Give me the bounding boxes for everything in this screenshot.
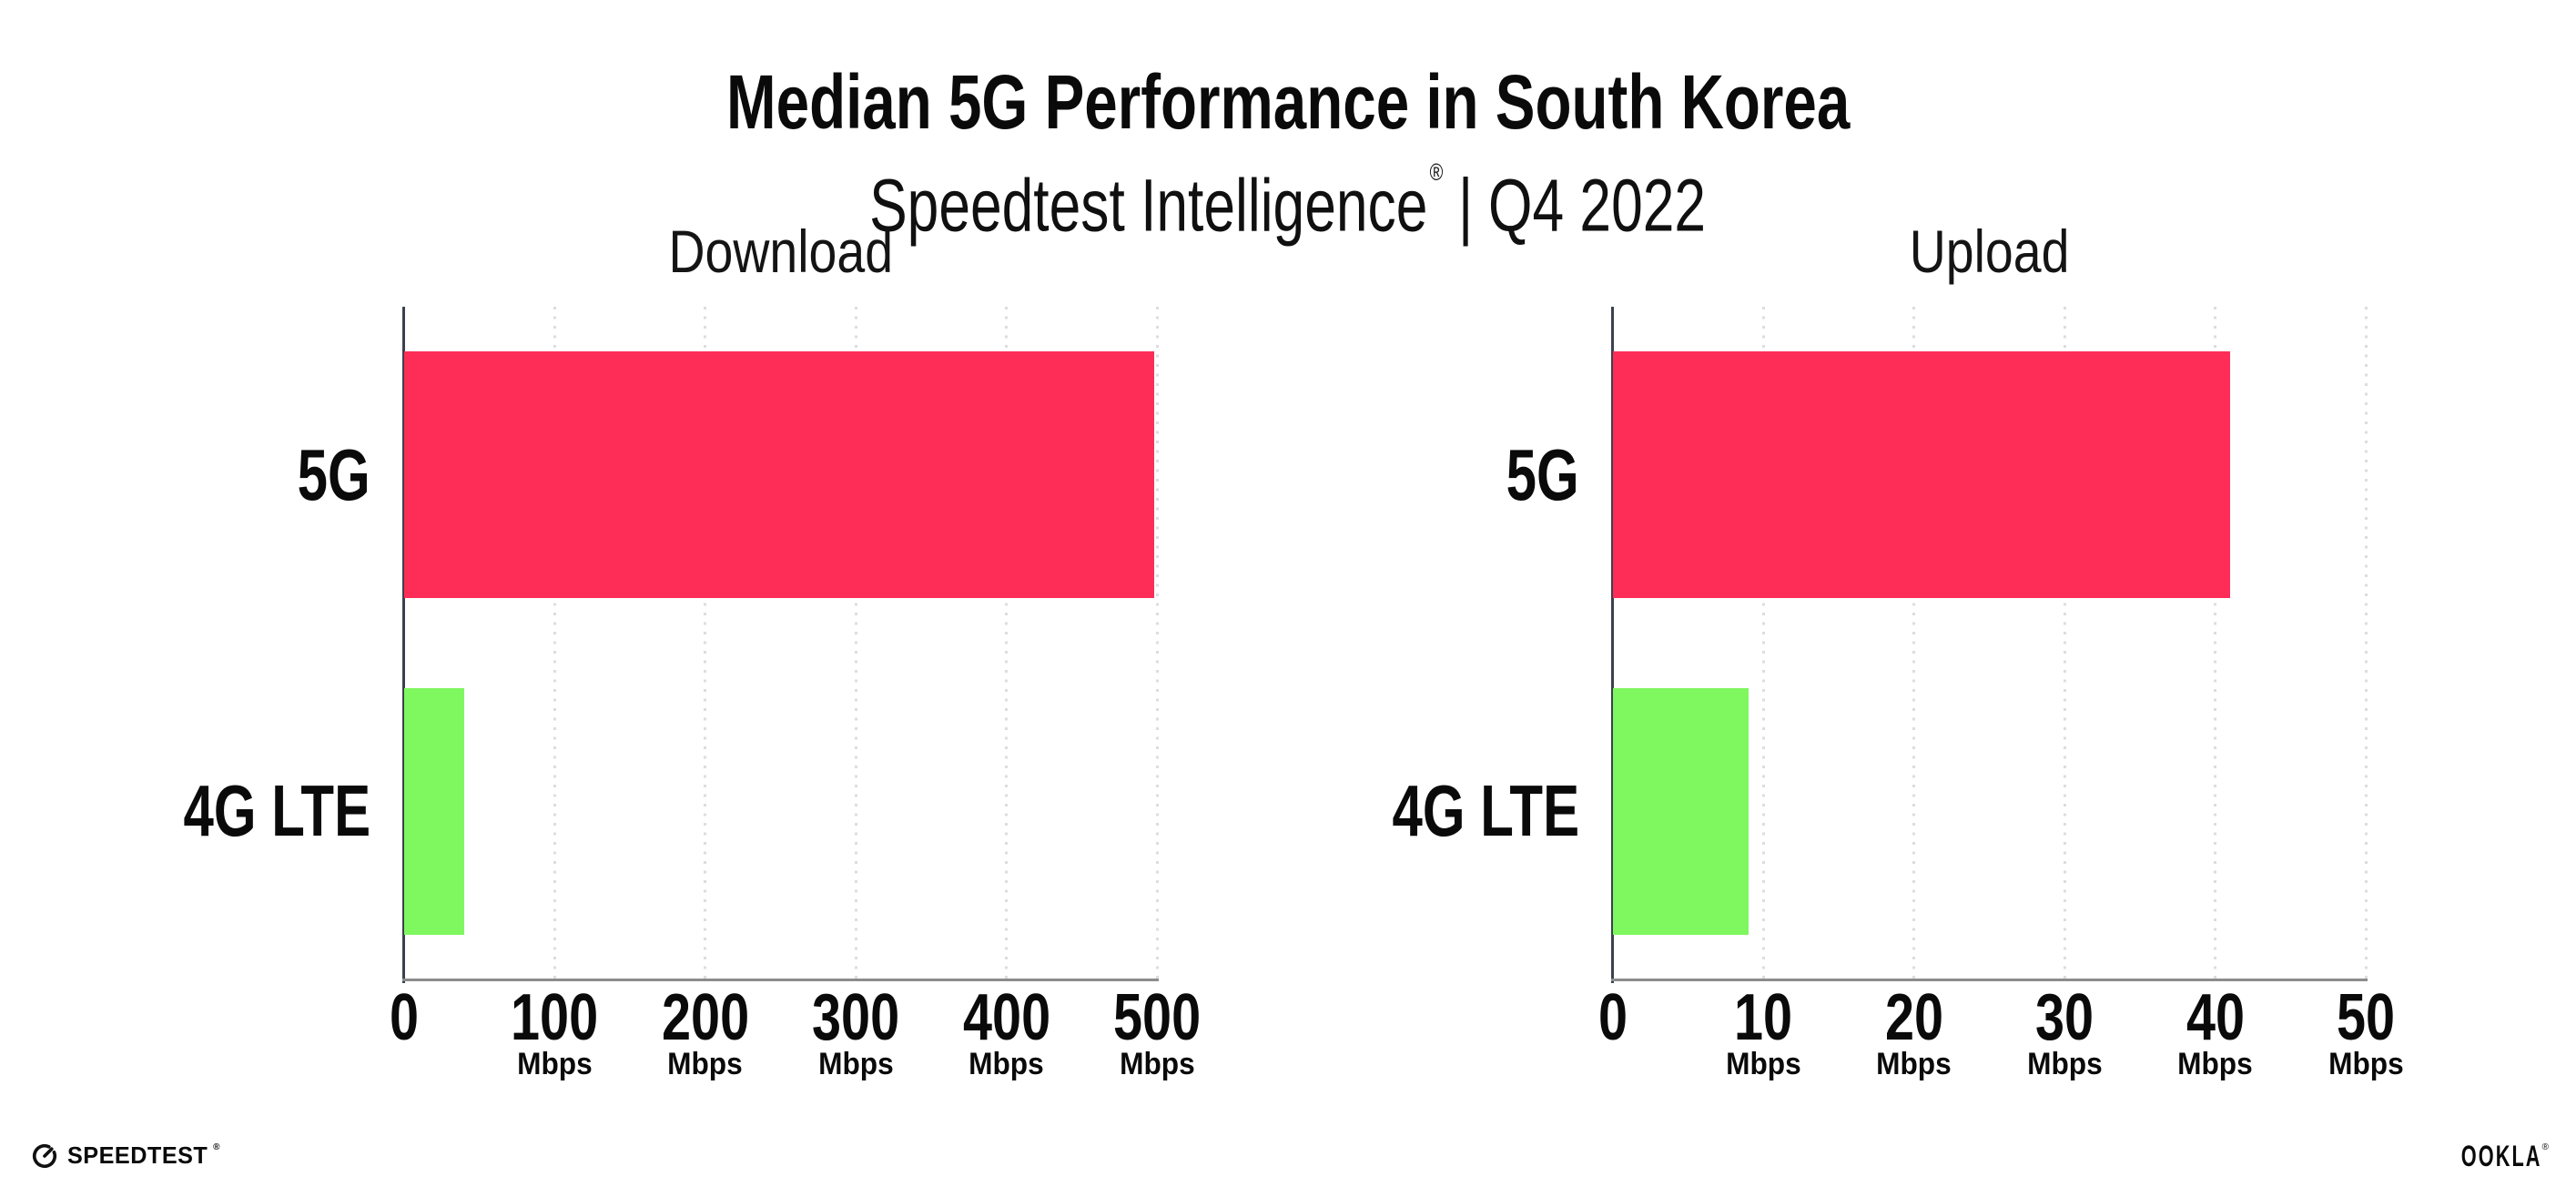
gridline-200: [704, 307, 707, 979]
gridline-300: [854, 307, 857, 979]
x-tick-unit-10-text: Mbps: [1726, 1047, 1801, 1081]
x-tick-label-40: 40: [2125, 983, 2307, 1052]
ookla-logo: OOKLA®: [2423, 1140, 2549, 1173]
x-tick-label-10-text: 10: [1734, 981, 1793, 1054]
x-tick-label-0-text: 0: [389, 981, 420, 1054]
gridline-40: [2214, 307, 2217, 979]
x-tick-unit-300: Mbps: [765, 1047, 947, 1081]
gridline-50: [2364, 307, 2368, 979]
x-tick-label-400-text: 400: [962, 981, 1050, 1054]
x-tick-label-50: 50: [2275, 983, 2457, 1052]
page-subtitle: Speedtest Intelligence® | Q4 2022: [0, 155, 2576, 248]
category-label-4g-lte: 4G LTE: [0, 773, 370, 849]
x-tick-unit-100-text: Mbps: [517, 1047, 593, 1081]
x-tick-unit-200: Mbps: [614, 1047, 796, 1081]
x-tick-unit-40-text: Mbps: [2177, 1047, 2253, 1081]
y-axis-line: [1611, 307, 1614, 983]
x-tick-unit-30: Mbps: [1973, 1047, 2155, 1081]
x-axis-line: [1611, 979, 2368, 981]
gridline-30: [2063, 307, 2066, 979]
speedtest-gauge-icon: [32, 1143, 57, 1168]
x-tick-label-0: 0: [1522, 983, 1704, 1052]
ookla-registered-icon: ®: [2541, 1141, 2549, 1152]
x-axis-line: [402, 979, 1159, 981]
x-tick-label-100-text: 100: [511, 981, 599, 1054]
page-title: Median 5G Performance in South Korea: [0, 60, 2576, 144]
x-tick-label-50-text: 50: [2336, 981, 2396, 1054]
x-tick-label-300: 300: [765, 983, 947, 1052]
gridline-20: [1912, 307, 1916, 979]
x-tick-unit-50: Mbps: [2275, 1047, 2457, 1081]
bar-5g: [404, 351, 1154, 599]
category-label-5g-text: 5G: [1506, 433, 1579, 515]
bar-4g-lte: [1613, 687, 1749, 935]
bar-4g-lte: [404, 687, 465, 935]
x-tick-label-0-text: 0: [1597, 981, 1628, 1054]
x-tick-unit-30-text: Mbps: [2026, 1047, 2103, 1081]
chart-title-download-text: Download: [668, 218, 893, 285]
x-tick-unit-400: Mbps: [916, 1047, 1098, 1081]
page-subtitle-text: Speedtest Intelligence® | Q4 2022: [870, 155, 1707, 248]
x-tick-label-300-text: 300: [812, 981, 900, 1054]
registered-trademark-icon: ®: [1430, 157, 1444, 186]
speedtest-wordmark: SPEEDTEST: [67, 1141, 208, 1169]
x-tick-label-400: 400: [916, 983, 1098, 1052]
subtitle-period: Q4 2022: [1488, 164, 1707, 248]
x-tick-unit-20: Mbps: [1823, 1047, 2005, 1081]
chart-title-upload: Upload: [1626, 218, 2354, 284]
x-tick-unit-200-text: Mbps: [667, 1047, 744, 1081]
category-label-4g-lte-text: 4G LTE: [183, 770, 370, 852]
x-tick-label-40-text: 40: [2186, 981, 2245, 1054]
gridline-100: [553, 307, 556, 979]
x-tick-label-20-text: 20: [1884, 981, 1943, 1054]
x-tick-label-30: 30: [1973, 983, 2155, 1052]
category-label-5g-text: 5G: [297, 433, 370, 515]
gridline-500: [1155, 307, 1159, 979]
page-title-text: Median 5G Performance in South Korea: [725, 59, 1851, 146]
x-tick-unit-10: Mbps: [1672, 1047, 1854, 1081]
x-tick-unit-40: Mbps: [2125, 1047, 2307, 1081]
x-tick-unit-500: Mbps: [1066, 1047, 1248, 1081]
y-axis-line: [402, 307, 405, 983]
x-tick-unit-100: Mbps: [463, 1047, 645, 1081]
x-tick-label-200-text: 200: [661, 981, 749, 1054]
category-label-4g-lte: 4G LTE: [1197, 773, 1579, 849]
ookla-wordmark: OOKLA: [2460, 1140, 2542, 1172]
x-tick-unit-50-text: Mbps: [2328, 1047, 2404, 1081]
category-label-5g: 5G: [0, 433, 370, 515]
gridline-10: [1761, 307, 1765, 979]
category-label-5g: 5G: [1197, 433, 1579, 515]
chart-title-upload-text: Upload: [1909, 218, 2070, 285]
speedtest-logo: SPEEDTEST ®: [31, 1141, 219, 1170]
x-tick-label-500: 500: [1066, 983, 1248, 1052]
x-tick-label-500-text: 500: [1112, 981, 1202, 1054]
gridline-400: [1005, 307, 1009, 979]
x-tick-label-100: 100: [463, 983, 645, 1052]
x-tick-unit-400-text: Mbps: [969, 1047, 1044, 1081]
chart-title-download: Download: [417, 218, 1145, 284]
bar-5g: [1613, 351, 2231, 599]
x-tick-label-0: 0: [313, 983, 495, 1052]
x-tick-label-30-text: 30: [2035, 981, 2094, 1054]
x-tick-unit-500-text: Mbps: [1119, 1047, 1195, 1081]
x-tick-label-200: 200: [614, 983, 796, 1052]
subtitle-product: Speedtest Intelligence: [869, 164, 1428, 248]
x-tick-unit-20-text: Mbps: [1876, 1047, 1952, 1081]
subtitle-separator: |: [1458, 164, 1474, 248]
x-tick-label-20: 20: [1823, 983, 2005, 1052]
x-tick-label-10: 10: [1672, 983, 1854, 1052]
x-tick-unit-300-text: Mbps: [817, 1047, 894, 1081]
speedtest-registered-icon: ®: [213, 1142, 220, 1152]
category-label-4g-lte-text: 4G LTE: [1392, 770, 1579, 852]
